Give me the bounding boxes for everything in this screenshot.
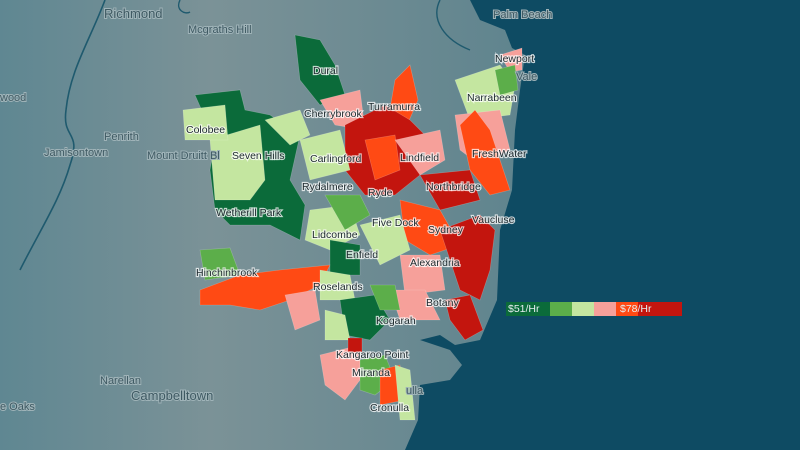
- suburb-label: Sydney: [428, 224, 464, 236]
- suburb-label: Northbridge: [426, 181, 481, 193]
- suburb-label: Hinchinbrook: [196, 267, 258, 279]
- legend-swatch: [638, 302, 682, 316]
- suburb-region[interactable]: [347, 337, 363, 353]
- suburb-region[interactable]: [394, 129, 446, 176]
- legend-swatch: [550, 302, 572, 316]
- suburb-label: Ryde: [368, 187, 393, 199]
- suburb-label: Cronulla: [370, 402, 409, 414]
- river: [19, 0, 106, 271]
- suburb-label: Enfield: [346, 249, 378, 261]
- suburb-region[interactable]: [182, 104, 229, 141]
- suburb-label: Wetherill Park: [216, 207, 282, 219]
- suburb-region[interactable]: [494, 64, 519, 96]
- suburb-region[interactable]: [199, 247, 241, 281]
- suburb-label: Cherrybrook: [304, 108, 363, 120]
- place-label: Vale: [516, 71, 537, 83]
- suburb-label: Lidcombe: [312, 229, 358, 241]
- suburb-label: Lindfield: [400, 152, 439, 164]
- suburb-region[interactable]: [209, 124, 266, 201]
- suburb-region[interactable]: [499, 47, 523, 73]
- suburb-label: Vaucluse: [472, 214, 515, 226]
- suburb-label: Alexandria: [410, 257, 460, 269]
- suburb-label: Colobee: [186, 124, 225, 136]
- suburb-region[interactable]: [324, 194, 371, 231]
- suburb-label: Five Dock: [372, 217, 419, 229]
- place-label: Penrith: [104, 131, 139, 143]
- suburb-label: Seven Hills: [232, 150, 285, 162]
- suburb-label: Miranda: [352, 367, 390, 379]
- suburb-label: Newport: [495, 53, 534, 65]
- suburb-region[interactable]: [264, 109, 311, 146]
- suburb-region[interactable]: [419, 169, 481, 211]
- suburb-region[interactable]: [284, 289, 321, 331]
- legend: $51/Hr $78/Hr: [506, 302, 682, 316]
- suburb-label: Narrabeen: [467, 92, 517, 104]
- suburb-label: Kangaroo Point: [336, 349, 408, 361]
- suburb-label: Kogarah: [376, 315, 416, 327]
- suburb-label: Roselands: [313, 281, 363, 293]
- suburb-region[interactable]: [359, 214, 411, 266]
- legend-max-label: $78/Hr: [620, 303, 652, 315]
- legend-swatch: [594, 302, 616, 316]
- suburb-region[interactable]: [369, 284, 401, 311]
- suburb-label: FreshWater: [472, 148, 527, 160]
- legend-swatch: [572, 302, 594, 316]
- river: [178, 0, 471, 51]
- place-label: Palm Beach: [493, 9, 552, 21]
- suburb-region[interactable]: [364, 134, 401, 181]
- suburb-label: Rydalmere: [302, 181, 353, 193]
- place-label: Narellan: [100, 375, 141, 387]
- place-label: Richmond: [104, 6, 163, 21]
- suburb-label: Botany: [426, 297, 459, 309]
- place-label: e Oaks: [0, 401, 35, 413]
- suburb-label: Turramurra: [368, 101, 420, 113]
- suburb-region[interactable]: [299, 129, 351, 181]
- suburb-label: Dural: [313, 65, 338, 77]
- legend-swatch: [506, 302, 550, 316]
- place-label: Jamisontown: [44, 147, 108, 159]
- place-label: Mount Druitt Bl: [147, 150, 220, 162]
- place-label: Campbelltown: [131, 388, 213, 403]
- suburb-region[interactable]: [329, 239, 361, 276]
- suburb-region[interactable]: [394, 364, 416, 421]
- place-label: Mcgraths Hill: [188, 24, 252, 36]
- suburb-label: Carlingford: [310, 153, 362, 165]
- suburb-region[interactable]: [399, 254, 446, 296]
- suburb-region[interactable]: [439, 214, 496, 301]
- suburb-region[interactable]: [459, 109, 511, 196]
- place-label: ulla: [406, 385, 424, 397]
- suburb-region[interactable]: [444, 294, 484, 341]
- place-label: wood: [0, 92, 26, 104]
- legend-swatch: [616, 302, 638, 316]
- legend-min-label: $51/Hr: [508, 303, 540, 315]
